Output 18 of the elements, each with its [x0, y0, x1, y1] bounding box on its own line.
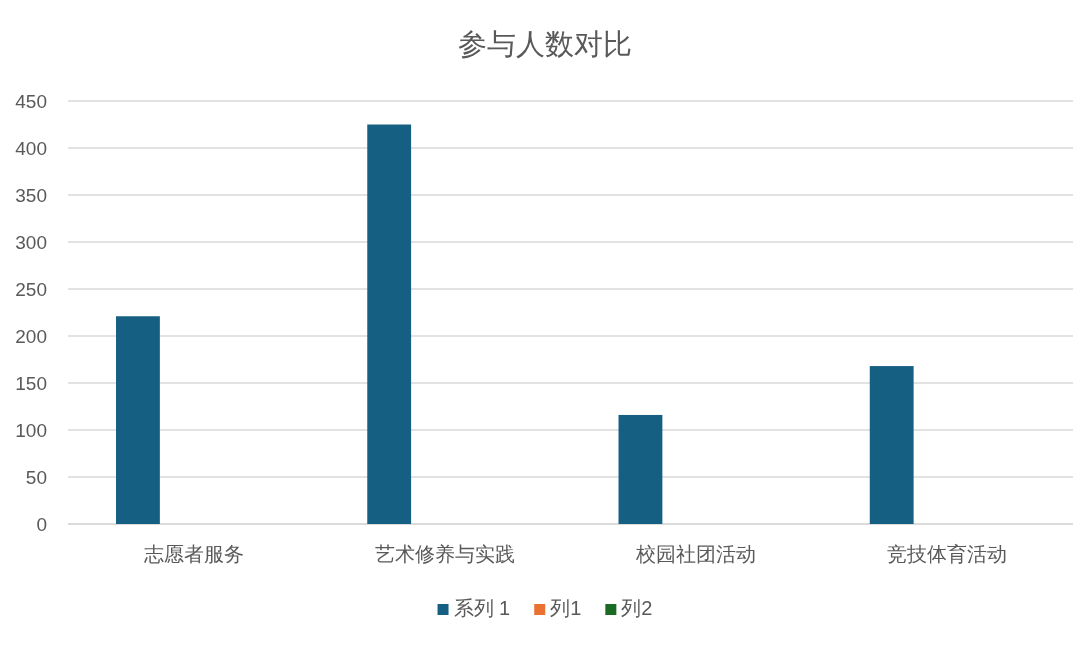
ytick: 350 [15, 184, 47, 206]
ytick: 300 [15, 231, 47, 253]
title: 参与人数对比 [458, 28, 632, 60]
ytick: 0 [36, 513, 47, 535]
ytick: 400 [15, 137, 47, 159]
xtick: 艺术修养与实践 [374, 543, 515, 565]
ytick: 250 [15, 278, 47, 300]
xtick: 志愿者服务 [143, 543, 244, 565]
xtick: 竞技体育活动 [887, 543, 1008, 565]
ytick: 200 [15, 325, 47, 347]
legend-label: 列1 [550, 597, 582, 619]
xtick: 校园社团活动 [636, 543, 757, 565]
ytick: 50 [25, 466, 47, 488]
ytick: 450 [15, 90, 47, 112]
legend-label: 列2 [621, 597, 653, 619]
legend-label: 系列 1 [453, 597, 511, 619]
ytick: 150 [15, 372, 47, 394]
ytick: 100 [15, 419, 47, 441]
